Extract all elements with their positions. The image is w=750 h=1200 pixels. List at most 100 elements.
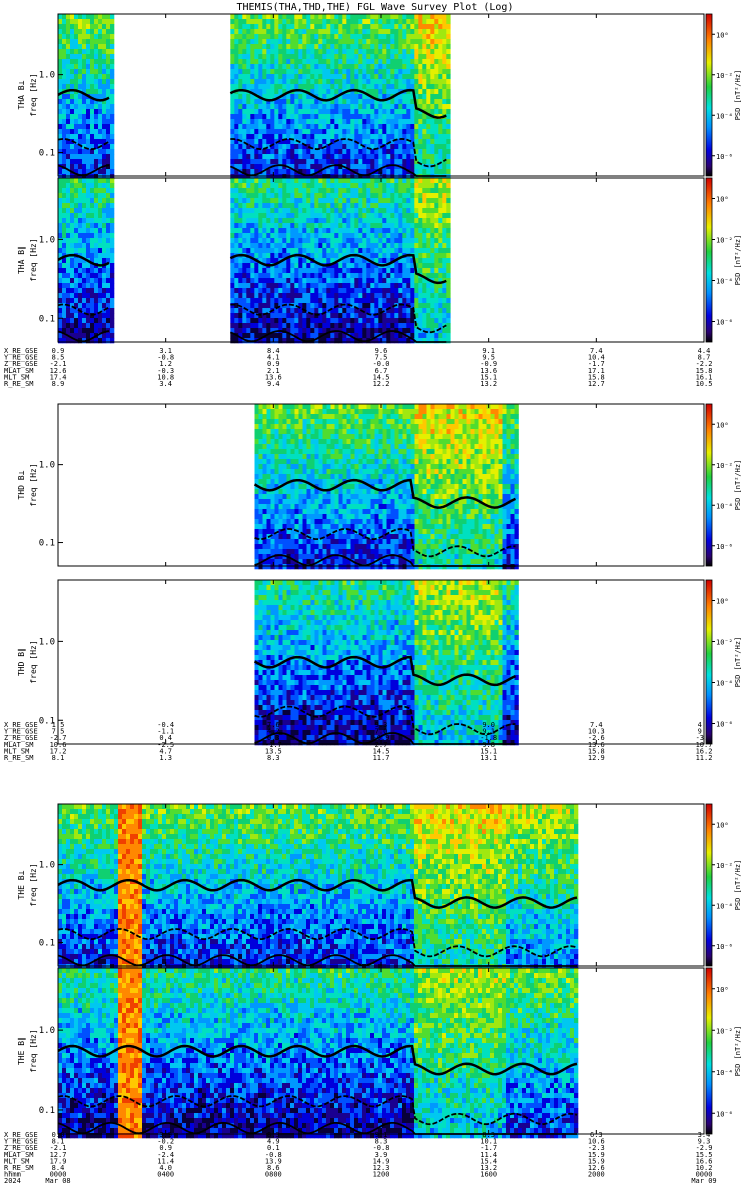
spectrogram-cell xyxy=(302,174,307,180)
spectrogram-cell xyxy=(362,164,367,170)
spectrogram-cell xyxy=(70,268,75,274)
spectrogram-cell xyxy=(78,288,83,294)
spectrogram-cell xyxy=(318,298,323,304)
spectrogram-cell xyxy=(234,29,239,35)
spectrogram-cell xyxy=(258,499,263,505)
spectrogram-cell xyxy=(358,293,363,299)
spectrogram-cell xyxy=(230,283,235,289)
spectrogram-cell xyxy=(302,109,307,115)
spectrogram-cell xyxy=(102,253,107,259)
spectrogram-cell xyxy=(246,288,251,294)
spectrogram-cell xyxy=(294,114,299,120)
spectrogram-cell xyxy=(266,64,271,70)
spectrogram-cell xyxy=(322,283,327,289)
spectrogram-cell xyxy=(298,193,303,199)
spectrogram-cell xyxy=(434,84,439,90)
spectrogram-cell xyxy=(382,34,387,40)
spectrogram-cell xyxy=(346,188,351,194)
spectrogram-cell xyxy=(282,409,287,415)
spectrogram-cell xyxy=(290,24,295,30)
spectrogram-cell xyxy=(426,74,431,80)
spectrogram-cell xyxy=(322,258,327,264)
spectrogram-cell xyxy=(78,238,83,244)
spectrogram-cell xyxy=(322,129,327,135)
spectrogram-cell xyxy=(390,64,395,70)
spectrogram-cell xyxy=(306,114,311,120)
spectrogram-cell xyxy=(94,183,99,189)
spectrogram-cell xyxy=(98,89,103,95)
spectrogram-cell xyxy=(362,293,367,299)
spectrogram-cell xyxy=(310,54,315,60)
spectrogram-cell xyxy=(422,144,427,150)
spectrogram-cell xyxy=(398,79,403,85)
spectrogram-cell xyxy=(254,313,259,319)
spectrogram-cell xyxy=(234,99,239,105)
spectrogram-cell xyxy=(106,193,111,199)
spectrogram-cell xyxy=(230,293,235,299)
spectrogram-cell xyxy=(66,34,71,40)
spectrogram-cell xyxy=(326,54,331,60)
spectrogram-cell xyxy=(110,129,115,135)
spectrogram-cell xyxy=(282,404,287,410)
spectrogram-cell xyxy=(106,74,111,80)
spectrogram-cell xyxy=(74,169,79,175)
spectrogram-cell xyxy=(74,54,79,60)
spectrogram-cell xyxy=(330,253,335,259)
spectrogram-cell xyxy=(294,109,299,115)
spectrogram-cell xyxy=(442,134,447,140)
spectrogram-cell xyxy=(290,328,295,334)
spectrogram-cell xyxy=(246,328,251,334)
spectrogram-cell xyxy=(366,14,371,20)
spectrogram-cell xyxy=(274,134,279,140)
spectrogram-cell xyxy=(406,119,411,125)
spectrogram-cell xyxy=(394,218,399,224)
spectrogram-cell xyxy=(246,24,251,30)
spectrogram-cell xyxy=(270,404,275,410)
spectrogram-cell xyxy=(250,14,255,20)
spectrogram-cell xyxy=(374,263,379,269)
spectrogram-cell xyxy=(358,64,363,70)
spectrogram-cell xyxy=(250,318,255,324)
spectrogram-cell xyxy=(90,134,95,140)
spectrogram-cell xyxy=(230,178,235,184)
spectrogram-cell xyxy=(302,94,307,100)
spectrogram-cell xyxy=(274,338,279,344)
spectrogram-cell xyxy=(258,474,263,480)
spectrogram-cell xyxy=(350,328,355,334)
spectrogram-cell xyxy=(246,44,251,50)
spectrogram-cell xyxy=(430,49,435,55)
spectrogram-cell xyxy=(270,283,275,289)
spectrogram-cell xyxy=(370,84,375,90)
spectrogram-cell xyxy=(90,64,95,70)
spectrogram-cell xyxy=(282,534,287,540)
spectrogram-cell xyxy=(354,323,359,329)
spectrogram-cell xyxy=(302,104,307,110)
spectrogram-cell xyxy=(374,79,379,85)
spectrogram-cell xyxy=(86,54,91,60)
spectrogram-cell xyxy=(270,298,275,304)
spectrogram-cell xyxy=(394,79,399,85)
spectrogram-cell xyxy=(418,64,423,70)
spectrogram-cell xyxy=(66,49,71,55)
spectrogram-cell xyxy=(278,14,283,20)
spectrogram-cell xyxy=(266,564,271,570)
spectrogram-cell xyxy=(438,44,443,50)
spectrogram-cell xyxy=(110,54,115,60)
spectrogram-cell xyxy=(238,278,243,284)
spectrogram-cell xyxy=(438,323,443,329)
spectrogram-cell xyxy=(258,454,263,460)
spectrogram-cell xyxy=(318,208,323,214)
spectrogram-cell xyxy=(82,64,87,70)
spectrogram-cell xyxy=(346,114,351,120)
spectrogram-cell xyxy=(302,74,307,80)
spectrogram-cell xyxy=(86,218,91,224)
spectrogram-cell xyxy=(350,313,355,319)
spectrogram-cell xyxy=(58,69,63,75)
spectrogram-cell xyxy=(246,149,251,155)
spectrogram-cell xyxy=(386,308,391,314)
spectrogram-cell xyxy=(270,178,275,184)
spectrogram-cell xyxy=(230,129,235,135)
spectrogram-cell xyxy=(246,169,251,175)
spectrogram-cell xyxy=(270,484,275,490)
spectrogram-cell xyxy=(442,69,447,75)
